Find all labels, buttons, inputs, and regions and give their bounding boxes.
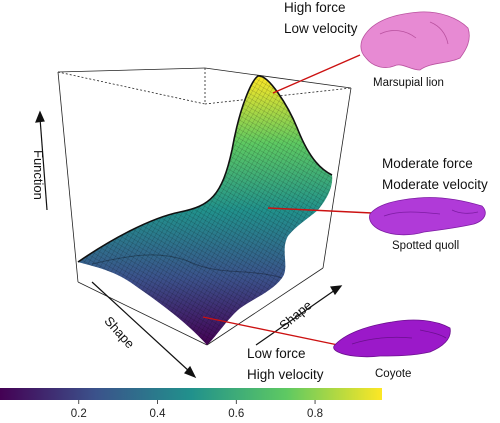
annotation-top-line2: Low velocity xyxy=(284,21,358,36)
annotation-bottom: Low force High velocity xyxy=(247,343,324,385)
annotation-top-line1: High force xyxy=(284,0,346,15)
annotation-middle-line1: Moderate force xyxy=(382,156,473,171)
annotation-bottom-line1: Low force xyxy=(247,346,306,361)
colorbar-tick-label: 0.8 xyxy=(307,408,323,420)
colorbar-gradient xyxy=(0,388,382,400)
annotation-top: High force Low velocity xyxy=(284,0,358,39)
axis-arrows xyxy=(35,110,343,379)
annotation-middle-line2: Moderate velocity xyxy=(382,177,488,192)
caption-marsupial-lion: Marsupial lion xyxy=(373,77,444,89)
coyote-skull xyxy=(333,319,451,358)
colorbar: 0.2 0.4 0.6 0.8 xyxy=(0,388,382,420)
annotation-lines xyxy=(202,54,373,346)
annotation-middle: Moderate force Moderate velocity xyxy=(382,153,488,195)
annotation-bottom-line2: High velocity xyxy=(247,367,324,382)
colorbar-tick-label: 0.2 xyxy=(71,408,87,420)
spotted-quoll-skull xyxy=(369,197,486,236)
pointer-middle xyxy=(267,207,373,214)
function-axis-arrow xyxy=(39,117,48,211)
marsupial-lion-skull xyxy=(360,11,470,71)
colorbar-tick-label: 0.6 xyxy=(228,408,244,420)
colorbar-ticks: 0.2 0.4 0.6 0.8 xyxy=(71,400,323,420)
caption-coyote: Coyote xyxy=(375,368,412,380)
shape-left-axis-arrow xyxy=(91,281,191,373)
pointer-bottom xyxy=(202,316,339,346)
surface-plot xyxy=(77,75,333,346)
colorbar-tick-label: 0.4 xyxy=(150,408,167,420)
pointer-top xyxy=(272,54,361,94)
shape-right-axis-arrow xyxy=(255,289,336,346)
caption-spotted-quoll: Spotted quoll xyxy=(392,240,460,252)
function-axis-label: Function xyxy=(31,150,46,200)
